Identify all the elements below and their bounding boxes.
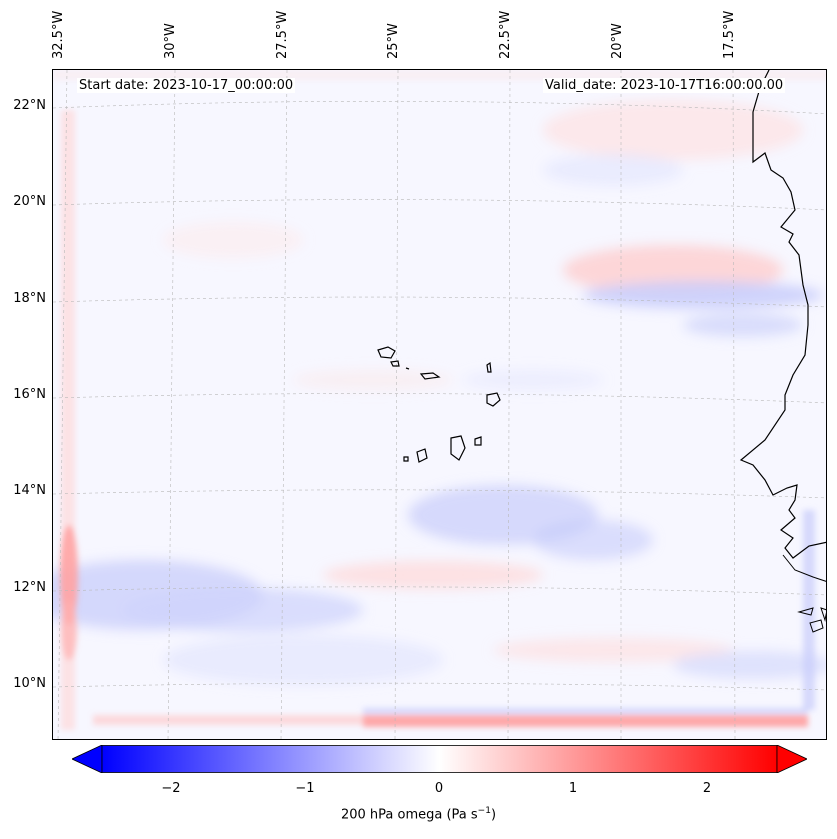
- lat-label-16n: 16°N: [13, 387, 46, 402]
- colorbar-body: [101, 745, 778, 773]
- colorbar-tick-neg2: −2: [161, 781, 181, 796]
- colorbar-tick-2: 2: [702, 781, 712, 796]
- lon-label-27-5w: 27.5°W: [275, 10, 290, 59]
- colorbar-tick-neg1: −1: [295, 781, 315, 796]
- colorbar: [71, 744, 808, 774]
- graticule: [53, 70, 826, 739]
- gambia-coastline: [782, 554, 826, 582]
- lat-label-18n: 18°N: [13, 291, 46, 306]
- colorbar-tick-0: 0: [434, 781, 444, 796]
- lon-label-17-5w: 17.5°W: [722, 10, 737, 59]
- colorbar-svg: [71, 744, 808, 774]
- colorbar-label-main: 200 hPa omega (Pa s: [340, 807, 478, 823]
- colorbar-label-end: ): [490, 807, 497, 823]
- colorbar-extend-min: [71, 744, 103, 774]
- cape-verde-islands: [377, 346, 501, 463]
- colorbar-tick-1: 1: [568, 781, 578, 796]
- lat-label-22n: 22°N: [13, 98, 46, 113]
- lat-label-10n: 10°N: [13, 676, 46, 691]
- omega-field-patterns: [53, 100, 826, 685]
- african-coastline: [739, 70, 826, 559]
- lon-label-30w: 30°W: [163, 23, 178, 59]
- omega-field-map: [53, 70, 826, 739]
- valid-date-label: Valid_date: 2023-10-17T16:00:00.00: [543, 78, 786, 93]
- start-date-label: Start date: 2023-10-17_00:00:00: [77, 78, 296, 93]
- colorbar-label: 200 hPa omega (Pa s−1): [0, 806, 837, 822]
- lon-label-32-5w: 32.5°W: [51, 10, 66, 59]
- lat-label-14n: 14°N: [13, 483, 46, 498]
- lon-label-22-5w: 22.5°W: [498, 10, 513, 59]
- lon-label-25w: 25°W: [386, 23, 401, 59]
- map-panel: [52, 69, 827, 740]
- field-background: [53, 70, 826, 739]
- colorbar-label-exponent: −1: [477, 806, 491, 816]
- colorbar-extend-max: [776, 744, 808, 774]
- lat-label-12n: 12°N: [13, 580, 46, 595]
- lon-label-20w: 20°W: [610, 23, 625, 59]
- lat-label-20n: 20°N: [13, 194, 46, 209]
- boundary-artifacts: [53, 70, 826, 730]
- bijagos-islands: [797, 607, 826, 633]
